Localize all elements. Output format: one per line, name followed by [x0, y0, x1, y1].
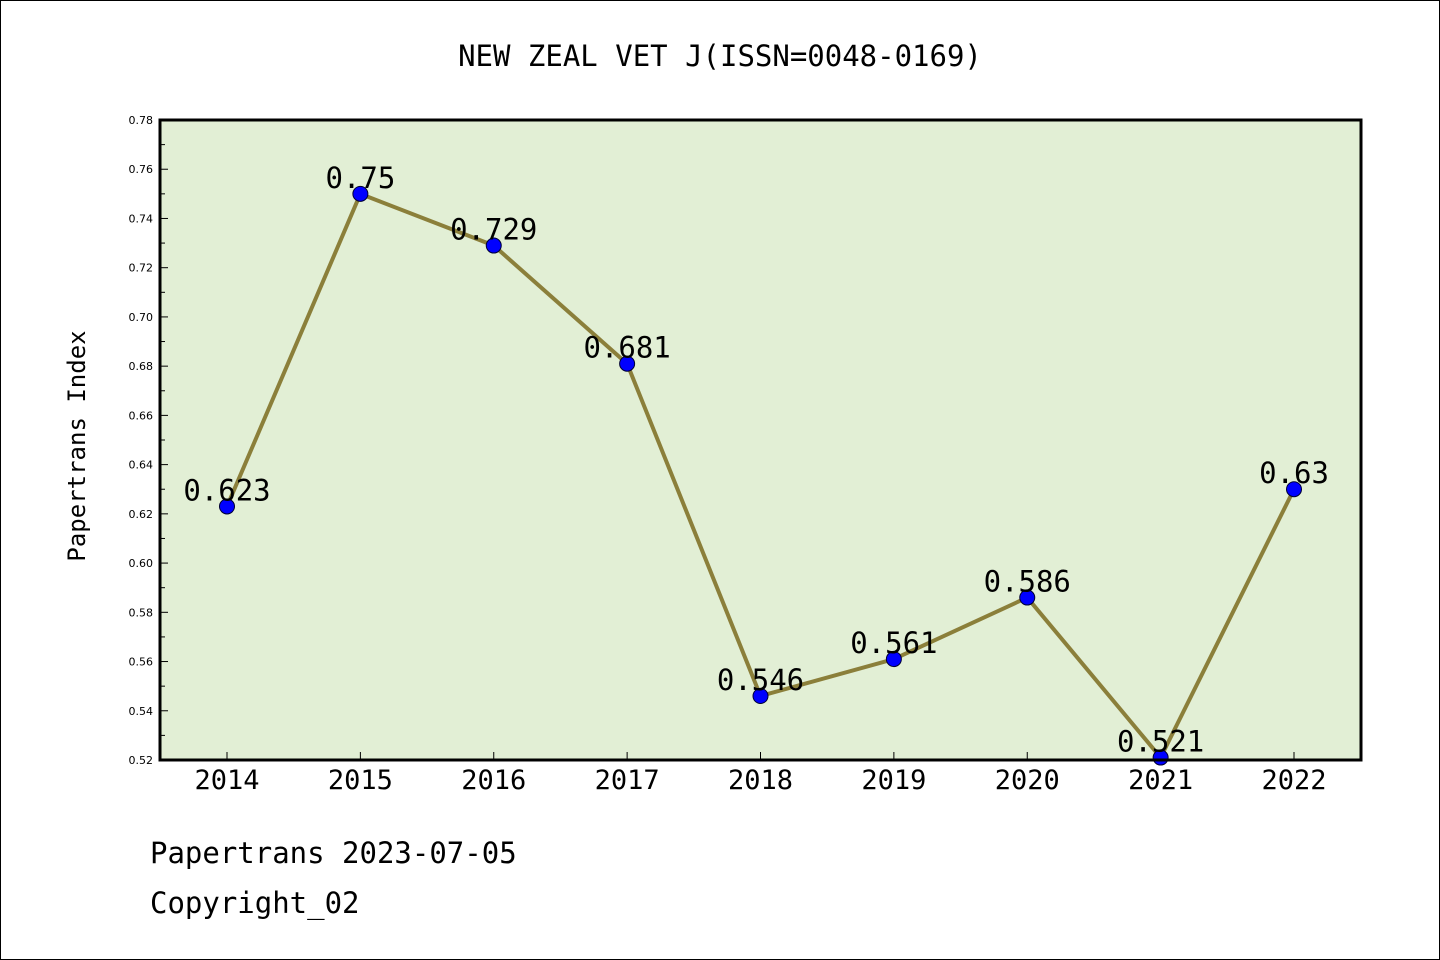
data-label: 0.586 — [984, 565, 1071, 599]
chart-title: NEW ZEAL VET J(ISSN=0048-0169) — [458, 39, 982, 73]
y-tick-label: 0.78 — [129, 114, 154, 127]
data-point — [1286, 481, 1302, 498]
y-tick-label: 0.56 — [129, 656, 154, 669]
data-point — [619, 355, 636, 372]
y-tick-label: 0.54 — [129, 705, 154, 718]
data-point — [1019, 589, 1036, 606]
y-tick-label: 0.58 — [129, 606, 154, 619]
data-point — [752, 688, 769, 704]
y-tick-label: 0.52 — [129, 754, 154, 767]
x-tick-label: 2020 — [995, 765, 1060, 796]
x-tick-label: 2018 — [728, 765, 793, 796]
data-label: 0.729 — [450, 213, 537, 247]
x-tick-label: 2017 — [595, 765, 660, 796]
data-point — [885, 651, 902, 668]
y-tick-label: 0.68 — [129, 360, 154, 373]
y-tick-label: 0.64 — [129, 459, 154, 472]
data-label: 0.561 — [850, 626, 937, 660]
y-tick-label: 0.66 — [129, 409, 154, 422]
footer-date: Papertrans 2023-07-05 — [150, 836, 517, 870]
y-tick-label: 0.62 — [129, 508, 154, 521]
data-label: 0.75 — [325, 161, 395, 195]
y-tick-label: 0.70 — [129, 311, 154, 324]
x-tick-label: 2014 — [194, 765, 259, 796]
x-tick-label: 2022 — [1261, 765, 1326, 796]
y-tick-label: 0.60 — [129, 557, 154, 570]
data-label: 0.521 — [1117, 725, 1204, 759]
plot-area — [160, 120, 1361, 760]
data-label: 0.546 — [717, 663, 804, 697]
data-label: 0.63 — [1259, 456, 1329, 490]
data-label: 0.681 — [583, 331, 670, 365]
y-tick-label: 0.76 — [129, 163, 154, 176]
footer-copyright: Copyright_02 — [150, 886, 360, 920]
x-tick-label: 2015 — [328, 765, 393, 796]
data-point — [352, 185, 369, 202]
y-tick-label: 0.72 — [129, 262, 154, 275]
data-point — [485, 237, 502, 254]
data-label: 0.623 — [183, 473, 270, 507]
x-tick-label: 2016 — [461, 765, 526, 796]
data-point — [219, 498, 235, 515]
x-tick-label: 2019 — [861, 765, 926, 796]
x-tick-label: 2021 — [1128, 765, 1193, 796]
y-axis-label: Papertrans Index — [63, 330, 91, 561]
y-tick-label: 0.74 — [129, 212, 154, 225]
plot-border — [158, 118, 1363, 762]
